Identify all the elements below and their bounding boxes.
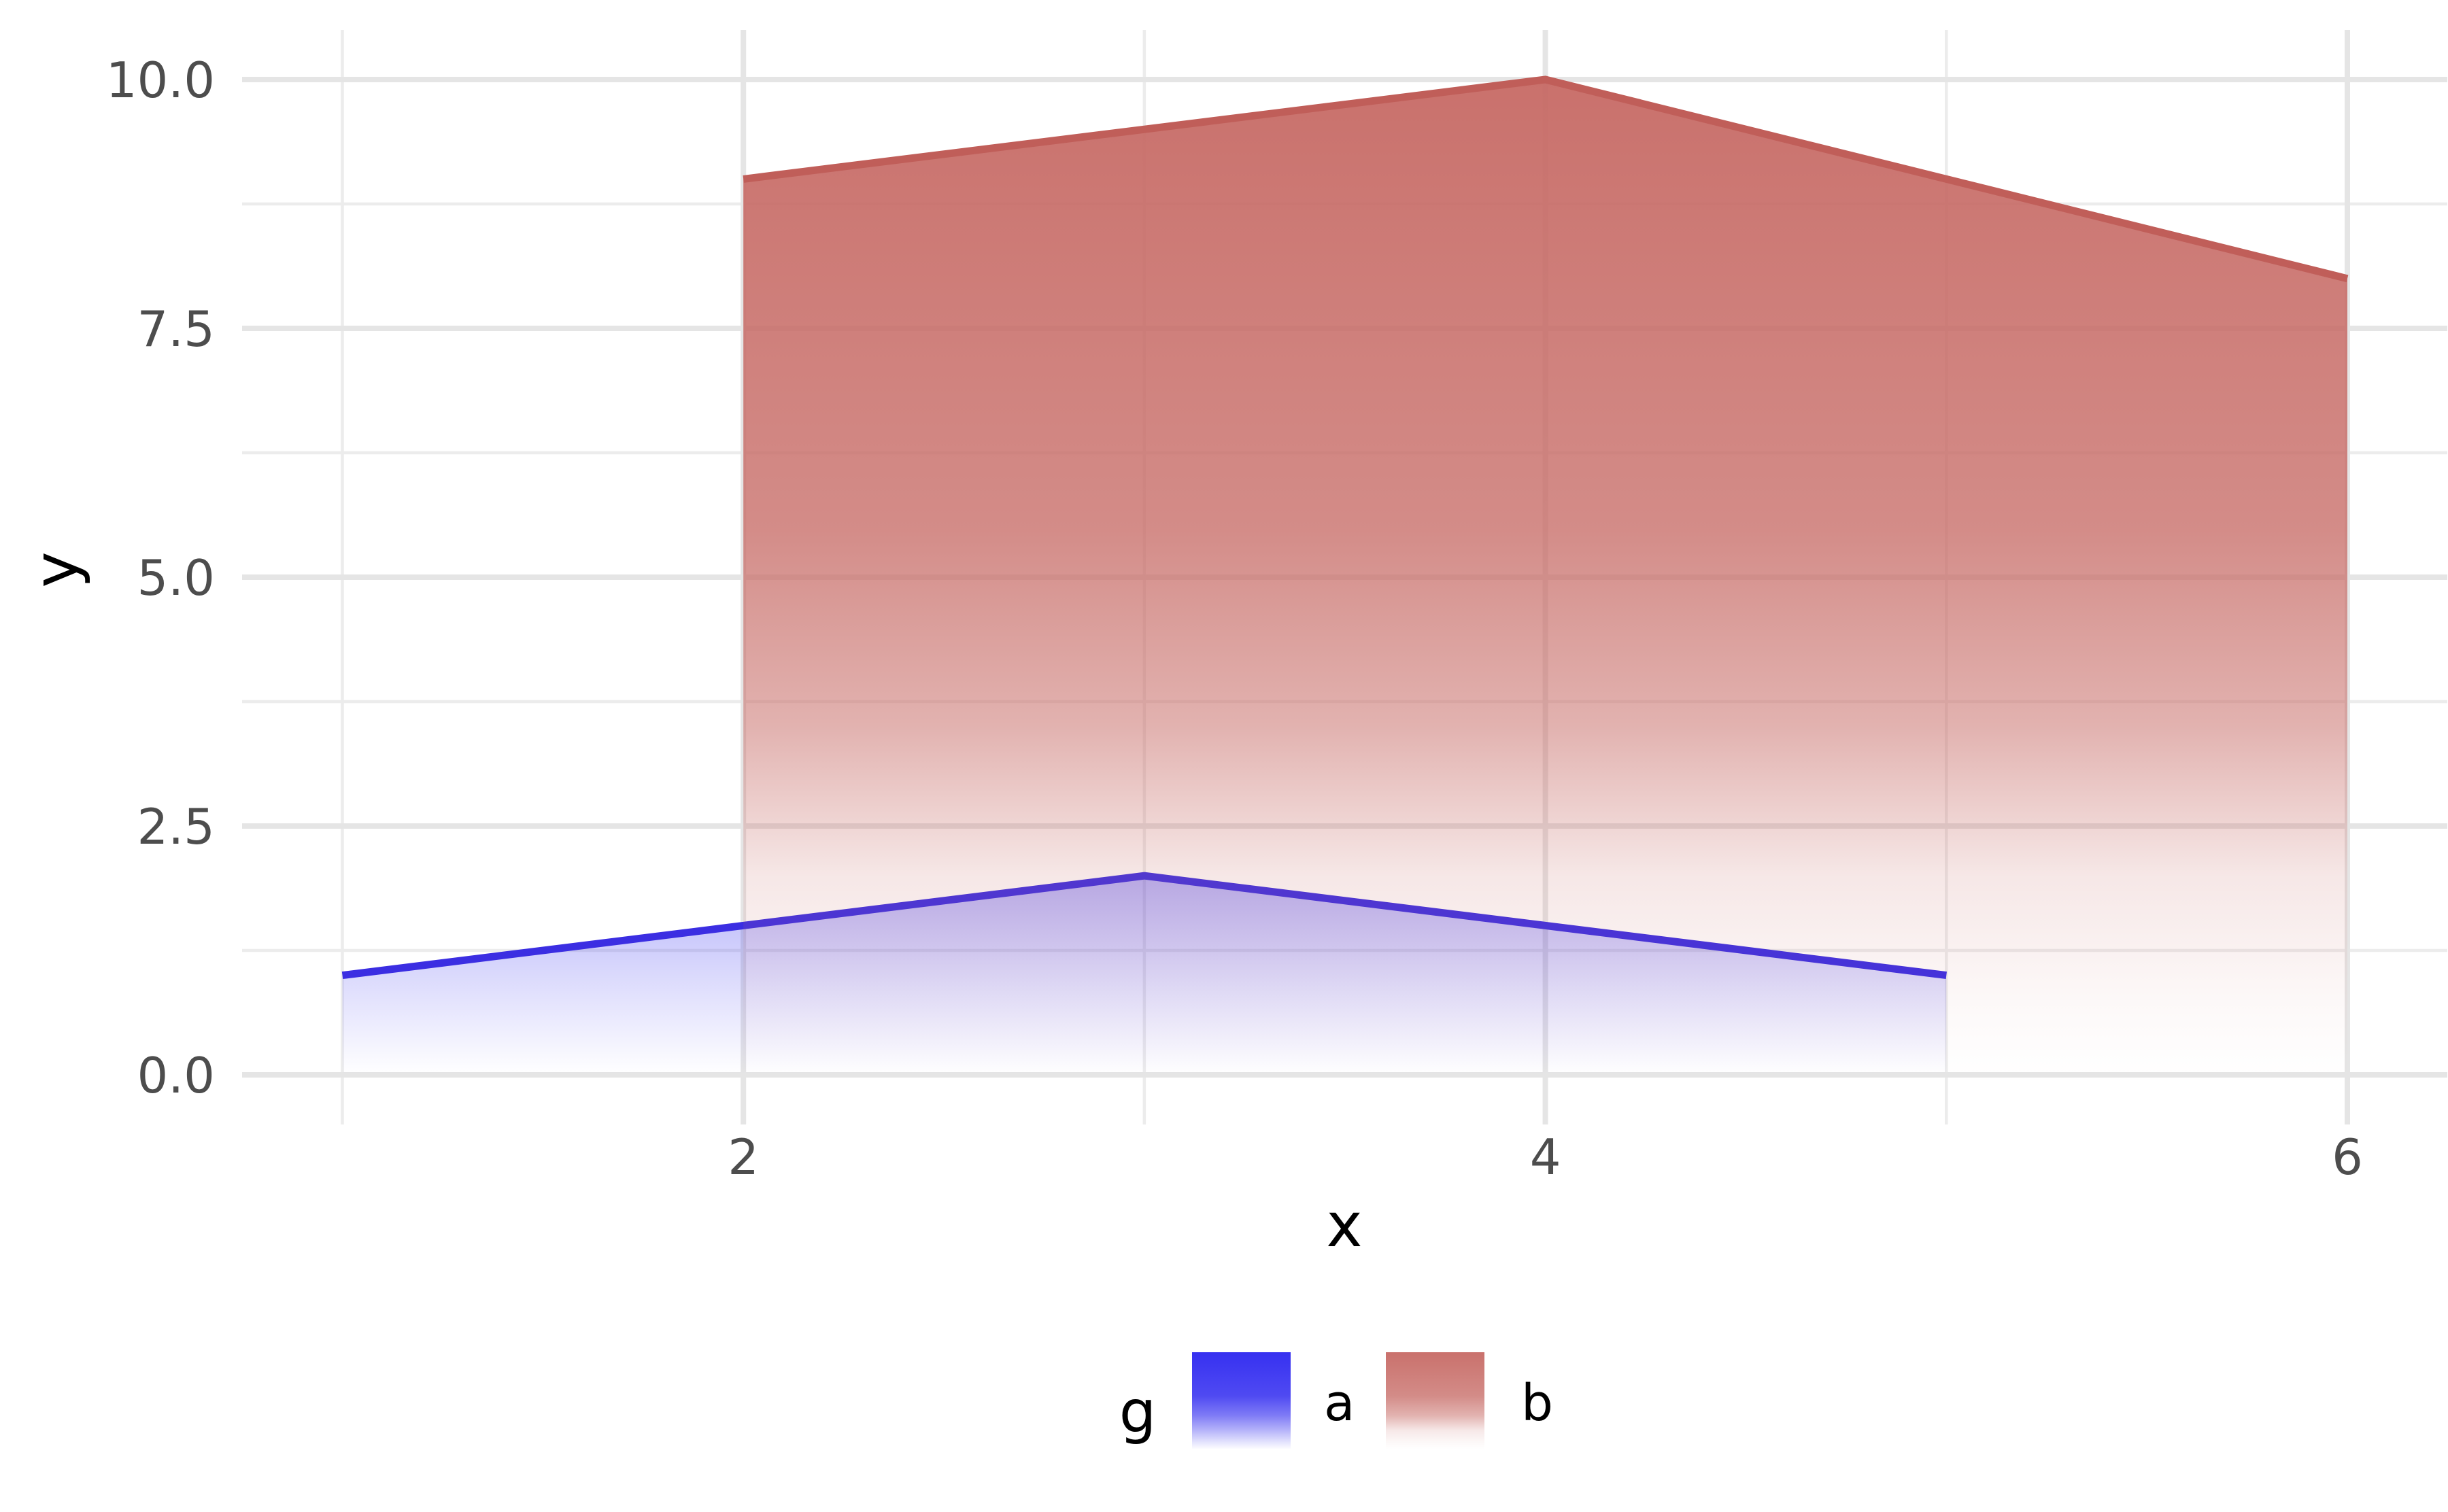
x-tick-label: 2 bbox=[728, 1129, 759, 1186]
y-tick-label: 5.0 bbox=[137, 549, 215, 606]
y-axis-title: y bbox=[20, 551, 92, 587]
series-areas bbox=[341, 75, 2349, 1075]
legend-key-b bbox=[1386, 1352, 1484, 1449]
y-tick-label: 7.5 bbox=[137, 300, 215, 358]
y-tick-label: 0.0 bbox=[137, 1047, 215, 1104]
legend-label-b: b bbox=[1521, 1374, 1553, 1432]
axis-tick-labels: 2 4 6 0.0 2.5 5.0 7.5 10.0 bbox=[106, 52, 2363, 1186]
legend-title: g bbox=[1119, 1378, 1157, 1446]
area-fill-b bbox=[743, 80, 2347, 1075]
legend-key-a bbox=[1192, 1352, 1291, 1449]
legend-label-a: a bbox=[1324, 1374, 1355, 1432]
x-tick-label: 4 bbox=[1530, 1129, 1561, 1186]
legend: g a b bbox=[1119, 1352, 1553, 1449]
x-tick-label: 6 bbox=[2332, 1129, 2363, 1186]
x-axis-title: x bbox=[1326, 1190, 1362, 1261]
y-tick-label: 10.0 bbox=[106, 52, 215, 109]
series-line-b bbox=[743, 75, 2349, 283]
y-tick-label: 2.5 bbox=[137, 798, 215, 855]
